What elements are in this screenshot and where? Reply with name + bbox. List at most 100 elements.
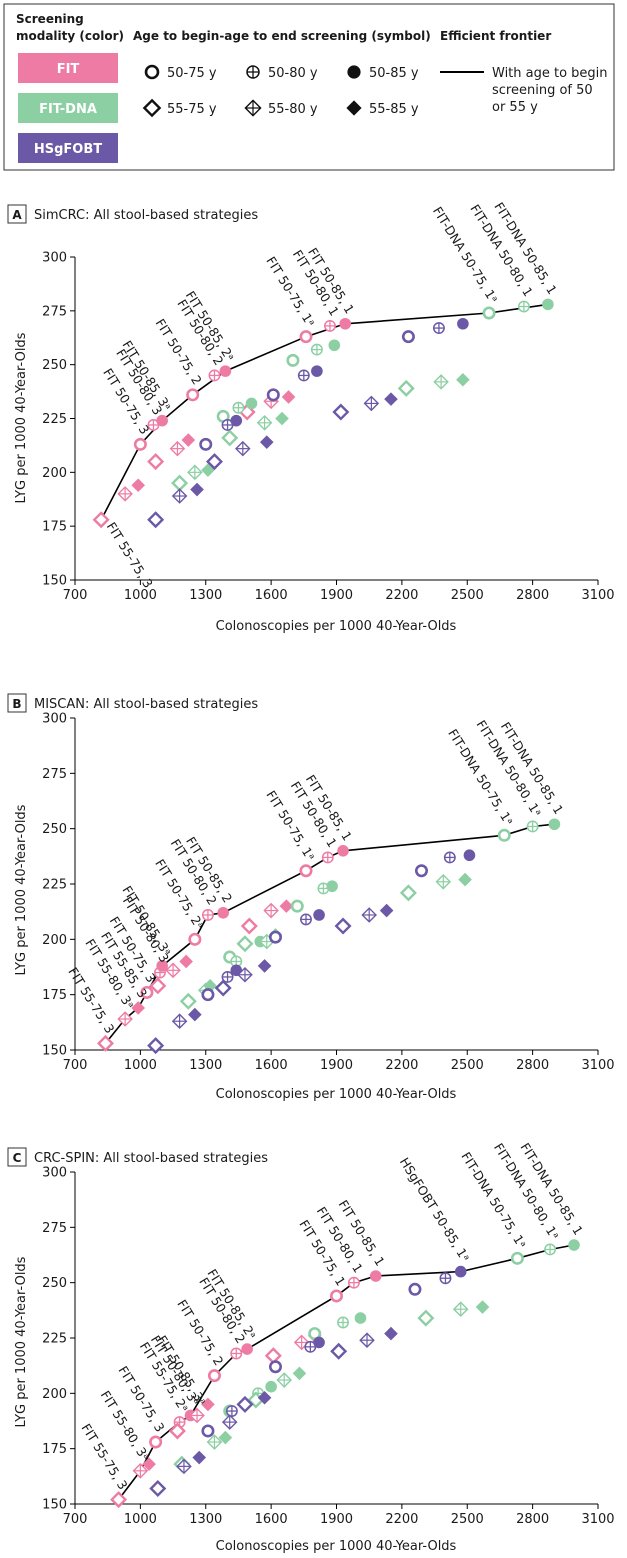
panel-c-point-hsgfobt-55-75: [236, 1395, 254, 1413]
panel-c-point-fit-55-75: [110, 1491, 128, 1509]
panel-a-point-fit-55-75: [92, 511, 110, 529]
panel-b-point-fit-50-80: [321, 851, 334, 864]
panel-a-point-hsgfobt-50-80: [221, 419, 234, 431]
panel-c-x-tick-label: 3100: [581, 1512, 614, 1527]
panel-a-point-hsgfobt-50-75: [401, 330, 415, 344]
panel-c-point-hsgfobt-55-80: [176, 1458, 192, 1475]
legend-frontier-label-2: screening of 50: [492, 83, 593, 98]
panel-c-point-fit-55-75: [264, 1347, 282, 1365]
panel-a-point-hsgfobt-55-85: [259, 435, 274, 449]
legend-age-55-75-label: 55-75 y: [167, 102, 217, 117]
panel-b-point-fit-55-80: [165, 962, 181, 979]
panel-a-point-fit-50-85: [219, 365, 232, 377]
panel-b-point-hsgfobt-50-85: [313, 909, 325, 921]
panel-b-x-tick-label: 1300: [189, 1058, 222, 1073]
panel-a-point-fit-dna-50-85: [245, 397, 258, 410]
panel-a-point-hsgfobt-50-75: [266, 388, 280, 402]
panel-a-point-fit-55-85: [281, 390, 296, 404]
legend-age-50-85-label: 50-85 y: [369, 66, 419, 81]
panel-c-letter-box: [7, 1147, 27, 1167]
panel-c-point-hsgfobt-50-85: [313, 1336, 325, 1349]
panel-c-point-fit-dna-55-75: [417, 1309, 435, 1327]
panel-c-point-fit-50-85: [369, 1270, 382, 1282]
legend-symbol-50-80-y: [246, 65, 260, 79]
legend-symbol-50-85-y: [347, 65, 361, 79]
panel-a-y-tick-label: 150: [42, 574, 67, 589]
legend-age-title: Age to begin-age to end screening (symbo…: [133, 29, 431, 43]
panel-a-point-fit-50-85: [339, 317, 352, 330]
panel-a-point-hsgfobt-50-85: [457, 317, 469, 330]
panel-a-point-fit-dna-55-80: [256, 415, 273, 431]
panel-c-x-tick-label: 2800: [516, 1512, 549, 1527]
panel-c-point-fit-dna-50-85: [354, 1312, 367, 1324]
panel-b-y-tick-label: 225: [42, 878, 67, 893]
legend-symbol-50-75-y: [144, 64, 160, 80]
panel-a-point-hsgfobt-55-85: [190, 482, 204, 497]
panel-b-point-hsgfobt-50-80: [221, 971, 234, 983]
panel-b-point-fit-dna-55-80: [435, 873, 452, 890]
panel-c-point-hsgfobt-50-80: [304, 1340, 317, 1353]
panel-c-x-tick-label: 1900: [320, 1512, 353, 1527]
panel-c-point-fit-dna-55-85: [475, 1300, 490, 1314]
panel-c-point-fit-50-80: [230, 1347, 243, 1360]
panel-b-x-tick-label: 2200: [385, 1058, 418, 1073]
panel-a-point-hsgfobt-55-80: [363, 395, 380, 412]
panel-c-point-hsgfobt-50-75: [201, 1424, 215, 1438]
panel-c-point-fit-dna-50-85: [568, 1239, 580, 1251]
panel-b-letter: B: [12, 697, 21, 711]
panel-c-point-fit-dna-55-80: [452, 1301, 469, 1318]
panel-a-x-tick-label: 2800: [516, 588, 549, 603]
panel-b-point-fit-50-85: [337, 845, 349, 857]
panel-b-point-fit-55-75: [240, 917, 258, 935]
panel-a-y-tick-label: 300: [42, 251, 67, 266]
panel-a-point-hsgfobt-55-85: [384, 392, 398, 406]
panel-a-point-fit-50-80: [324, 319, 336, 332]
panel-a-point-hsgfobt-55-75: [332, 403, 350, 421]
panel-c-point-hsgfobt-55-75: [330, 1342, 348, 1360]
legend-fit-dna-label: FIT-DNA: [39, 102, 97, 117]
panel-a-x-tick-label: 1600: [255, 588, 288, 603]
panel-b-point-fit-dna-50-85: [548, 818, 561, 831]
legend-fit-swatch: [18, 53, 118, 83]
panel-c-point-fit-dna-55-85: [218, 1430, 233, 1445]
panel-b-point-hsgfobt-55-85: [188, 1007, 202, 1022]
panel-b-x-tick-label: 1900: [320, 1058, 353, 1073]
panel-a-x-tick-label: 700: [63, 588, 88, 603]
panel-b-point-fit-dna-55-85: [458, 872, 472, 887]
panel-b-x-tick-label: 700: [63, 1058, 88, 1073]
panel-a-point-fit-dna-50-80: [232, 401, 245, 414]
panel-a-ylabel: LYG per 1000 40-Year-Olds: [14, 332, 29, 503]
panel-b-point-hsgfobt-50-85: [463, 849, 476, 862]
panel-a-y-tick-label: 250: [42, 358, 67, 373]
panel-c-point-hsgfobt-55-80: [221, 1414, 238, 1430]
panel-a-xlabel: Colonoscopies per 1000 40-Year-Olds: [216, 619, 457, 634]
panel-a-point-fit-dna-50-80: [310, 343, 323, 356]
panel-a-point-fit-dna-55-85: [456, 372, 470, 387]
panel-c-point-fit-dna-55-80: [276, 1372, 292, 1388]
panel-b-y-tick-label: 250: [42, 822, 67, 837]
panel-b-point-fit-55-75: [149, 977, 167, 995]
panel-b-point-fit-55-75: [97, 1034, 115, 1052]
panel-a-x-tick-label: 1900: [320, 588, 353, 603]
legend-symbol-55-85-y: [346, 100, 362, 116]
panel-b-point-hsgfobt-55-80: [171, 1013, 188, 1030]
panel-b-point-hsgfobt-50-80: [300, 913, 312, 926]
legend-age-50-75-label: 50-75 y: [167, 66, 217, 81]
panel-c-x-tick-label: 1000: [124, 1512, 157, 1527]
panel-a-y-tick-label: 275: [42, 304, 67, 319]
panel-a-letter-box: [7, 204, 27, 224]
panel-a-point-fit-50-75: [186, 388, 200, 402]
panel-b-point-hsgfobt-50-80: [443, 851, 456, 864]
panel-b-point-fit-55-85: [131, 1001, 145, 1015]
panel-a-point-hsgfobt-50-80: [297, 369, 310, 382]
panel-a-y-tick-label: 175: [42, 520, 67, 535]
panel-a-point-fit-55-85: [181, 433, 196, 447]
panel-b-point-hsgfobt-55-85: [379, 903, 394, 918]
panel-c-y-tick-label: 225: [42, 1332, 67, 1347]
panel-a-x-tick-label: 1300: [189, 588, 222, 603]
panel-c-point-hsgfobt-55-75: [149, 1480, 167, 1498]
panel-a-title: SimCRC: All stool-based strategies: [34, 208, 258, 223]
panel-c-point-hsgfobt-50-75: [268, 1360, 282, 1374]
panel-b-point-fit-55-85: [179, 954, 193, 969]
